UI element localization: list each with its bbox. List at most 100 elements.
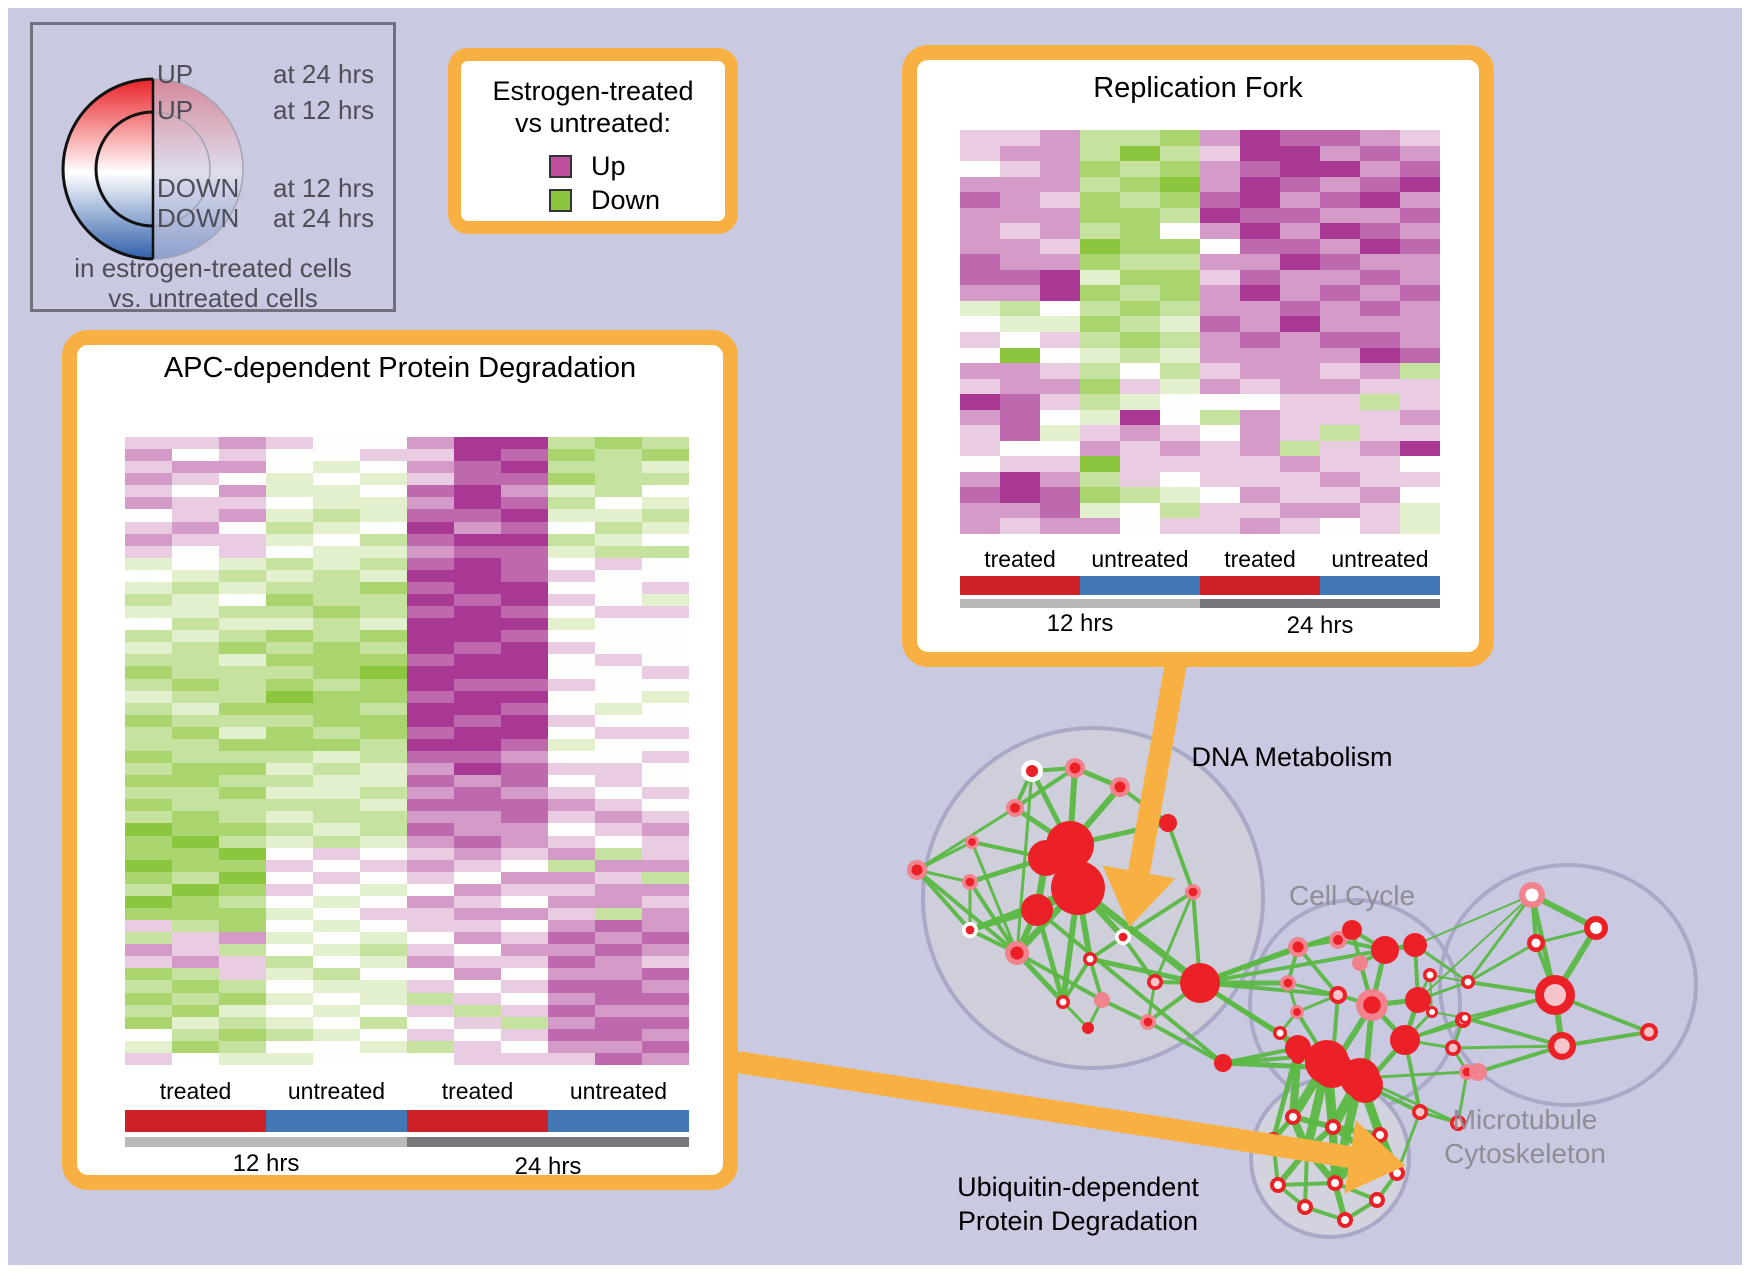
heatmap-cell	[454, 557, 501, 570]
heatmap-cell	[454, 545, 501, 558]
heatmap-cell	[548, 485, 595, 498]
heatmap-cell	[1040, 502, 1080, 519]
heatmap-cell	[266, 1052, 313, 1065]
heatmap-cell	[1080, 332, 1120, 348]
heatmap-cell	[1240, 425, 1280, 441]
heatmap-cell	[548, 1052, 595, 1065]
heatmap-cell	[407, 606, 454, 619]
network-node-core	[1025, 764, 1039, 778]
heatmap-cell	[1200, 238, 1240, 255]
heatmap-cell	[1160, 363, 1200, 379]
heatmap-cell	[219, 557, 266, 570]
heatmap-cell	[1280, 223, 1320, 239]
heatmap-cell	[1240, 161, 1280, 177]
heatmap-cell	[960, 487, 1000, 503]
heatmap-cell	[960, 425, 1000, 441]
heatmap-cell	[501, 847, 548, 860]
heatmap-cell	[642, 811, 689, 824]
heatmap-cell	[642, 630, 689, 643]
heatmap-cell	[1080, 207, 1120, 224]
heatmap-cell	[360, 509, 407, 522]
heatmap-cell	[548, 702, 595, 715]
heatmap-cell	[219, 594, 266, 607]
heatmap-cell	[548, 497, 595, 510]
heatmap-cell	[1040, 332, 1080, 348]
heatmap-cell	[266, 509, 313, 522]
heatmap-cell	[960, 176, 1000, 193]
heatmap-cell	[313, 702, 360, 715]
heatmap-cell	[219, 811, 266, 824]
heatmap-cell	[1200, 502, 1240, 519]
heatmap-cell	[1320, 409, 1360, 426]
heatmap-cell	[219, 473, 266, 486]
heatmap-cell	[125, 678, 172, 691]
heatmap-cell	[172, 835, 219, 848]
heatmap-cell	[1360, 145, 1400, 162]
heatmap-cell	[1240, 238, 1280, 255]
heatmap-cell	[1240, 456, 1280, 472]
heatmap-cell	[266, 992, 313, 1005]
heatmap-cell	[360, 666, 407, 679]
heatmap-cell	[501, 980, 548, 993]
network-edge	[1061, 957, 1092, 1004]
heatmap-cell	[407, 738, 454, 751]
heatmap-cell	[1000, 176, 1040, 193]
heatmap-cell	[960, 223, 1000, 239]
rf-bar-12hrs	[960, 599, 1200, 608]
heatmap-cell	[407, 835, 454, 848]
heatmap-cell	[266, 569, 313, 582]
heatmap-cell	[548, 533, 595, 546]
heatmap-cell	[1120, 347, 1160, 364]
heatmap-cell	[1120, 207, 1160, 224]
heatmap-cell	[1400, 487, 1440, 503]
heatmap-cell	[501, 449, 548, 462]
network-edge	[1153, 890, 1195, 984]
heatmap-cell	[172, 775, 219, 788]
heatmap-cell	[172, 1040, 219, 1053]
heatmap-cell	[407, 823, 454, 836]
heatmap-cell	[1000, 378, 1040, 395]
heatmap-cell	[501, 859, 548, 872]
heatmap-cell	[313, 1052, 360, 1065]
heatmap-cell	[1280, 207, 1320, 224]
heatmap-cell	[454, 787, 501, 800]
heatmap-cell	[595, 714, 642, 727]
heatmap-cell	[219, 678, 266, 691]
heatmap-cell	[548, 726, 595, 739]
heatmap-cell	[266, 811, 313, 824]
heatmap-cell	[266, 859, 313, 872]
heatmap-cell	[1280, 378, 1320, 395]
heatmap-cell	[595, 859, 642, 872]
heatmap-cell	[1000, 254, 1040, 270]
heatmap-cell	[1200, 161, 1240, 177]
heatmap-cell	[266, 618, 313, 631]
network-edge	[1466, 941, 1538, 984]
network-node-core	[1333, 935, 1343, 945]
heatmap-cell	[548, 932, 595, 945]
heatmap-cell	[642, 654, 689, 667]
heatmap-cell	[407, 1004, 454, 1017]
heatmap-cell	[501, 992, 548, 1005]
heatmap-cell	[125, 714, 172, 727]
heatmap-cell	[407, 871, 454, 884]
heatmap-cell	[266, 1040, 313, 1053]
heatmap-cell	[219, 666, 266, 679]
heatmap-cell	[407, 690, 454, 703]
heatmap-cell	[454, 618, 501, 631]
heatmap-cell	[1160, 192, 1200, 208]
heatmap-cell	[360, 533, 407, 546]
network-node-core	[968, 838, 976, 846]
network-node	[1094, 992, 1110, 1008]
heatmap-cell	[1000, 238, 1040, 255]
network-node	[1342, 920, 1362, 940]
heatmap-cell	[1040, 378, 1080, 395]
heatmap-cell	[960, 456, 1000, 472]
heatmap-cell	[172, 799, 219, 812]
heatmap-cell	[125, 533, 172, 546]
heatmap-cell	[219, 1004, 266, 1017]
network-edge	[1456, 1070, 1469, 1125]
heatmap-cell	[266, 835, 313, 848]
heatmap-cell	[266, 581, 313, 594]
heatmap-cell	[960, 440, 1000, 457]
